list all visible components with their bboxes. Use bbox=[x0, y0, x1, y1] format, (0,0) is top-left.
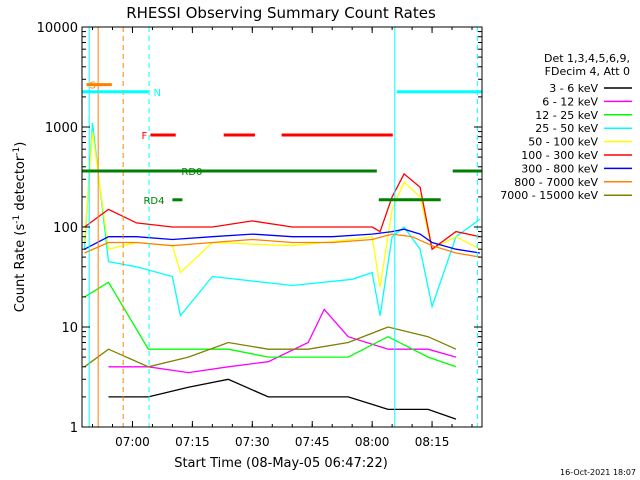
series-line-7 bbox=[84, 228, 481, 254]
x-tick-label-3: 07:30 bbox=[235, 435, 270, 449]
series-line-9 bbox=[84, 326, 457, 368]
x-tick-label-4: 07:45 bbox=[295, 435, 330, 449]
flag-layer: S N F RD0 RD4 bbox=[82, 81, 482, 207]
series-line-1 bbox=[108, 378, 457, 420]
flag-label-n: N bbox=[153, 88, 160, 99]
legend-label-2: 6 - 12 keV bbox=[542, 95, 598, 108]
flag-label-f: F bbox=[141, 131, 147, 142]
legend-label-6: 100 - 300 keV bbox=[521, 149, 598, 162]
legend-label-5: 50 - 100 keV bbox=[528, 136, 598, 149]
series-line-2 bbox=[108, 308, 457, 374]
x-tick-label-2: 07:15 bbox=[175, 435, 210, 449]
legend-label-7: 300 - 800 keV bbox=[521, 162, 598, 175]
series-line-6 bbox=[84, 172, 481, 251]
y-tick-label-3: 100 bbox=[53, 221, 78, 236]
legend-label-8: 800 - 7000 keV bbox=[514, 176, 598, 189]
series-line-4 bbox=[83, 122, 481, 318]
legend-label-3: 12 - 25 keV bbox=[535, 109, 598, 122]
footer-date: 16-Oct-2021 18:07 bbox=[560, 468, 636, 477]
axis-layer: 07:00 07:15 07:30 07:45 08:00 08:15 1 10 100 1000… bbox=[37, 21, 482, 449]
flag-label-rd0: RD0 bbox=[181, 167, 202, 178]
x-tick-label-5: 08:00 bbox=[355, 435, 390, 449]
legend-label-1: 3 - 6 keV bbox=[549, 82, 598, 95]
legend: Det 1,3,4,5,6,9,FDecim 4, Att 0 3 - 6 keV… bbox=[500, 52, 632, 202]
y-axis-label: Count Rate (s-1 detector-1) bbox=[12, 142, 28, 313]
x-axis-label: Start Time (08-May-05 06:47:22) bbox=[174, 456, 388, 471]
legend-header-line-2: FDecim 4, Att 0 bbox=[545, 65, 630, 78]
series-line-5 bbox=[83, 131, 481, 288]
y-tick-label-5: 10000 bbox=[37, 21, 78, 36]
legend-header-line-1: Det 1,3,4,5,6,9, bbox=[544, 52, 630, 65]
flag-label-rd4: RD4 bbox=[143, 196, 164, 207]
y-tick-label-1: 1 bbox=[70, 421, 78, 436]
y-tick-label-4: 1000 bbox=[45, 121, 78, 136]
flag-label-s: S bbox=[90, 81, 96, 92]
legend-label-9: 7000 - 15000 keV bbox=[500, 189, 598, 202]
series-layer bbox=[83, 122, 481, 420]
x-tick-label-6: 08:15 bbox=[415, 435, 450, 449]
x-tick-label-1: 07:00 bbox=[115, 435, 150, 449]
chart-title: RHESSI Observing Summary Count Rates bbox=[126, 4, 436, 22]
series-line-8 bbox=[84, 233, 481, 258]
y-tick-label-2: 10 bbox=[61, 321, 78, 336]
legend-label-4: 25 - 50 keV bbox=[535, 122, 598, 135]
